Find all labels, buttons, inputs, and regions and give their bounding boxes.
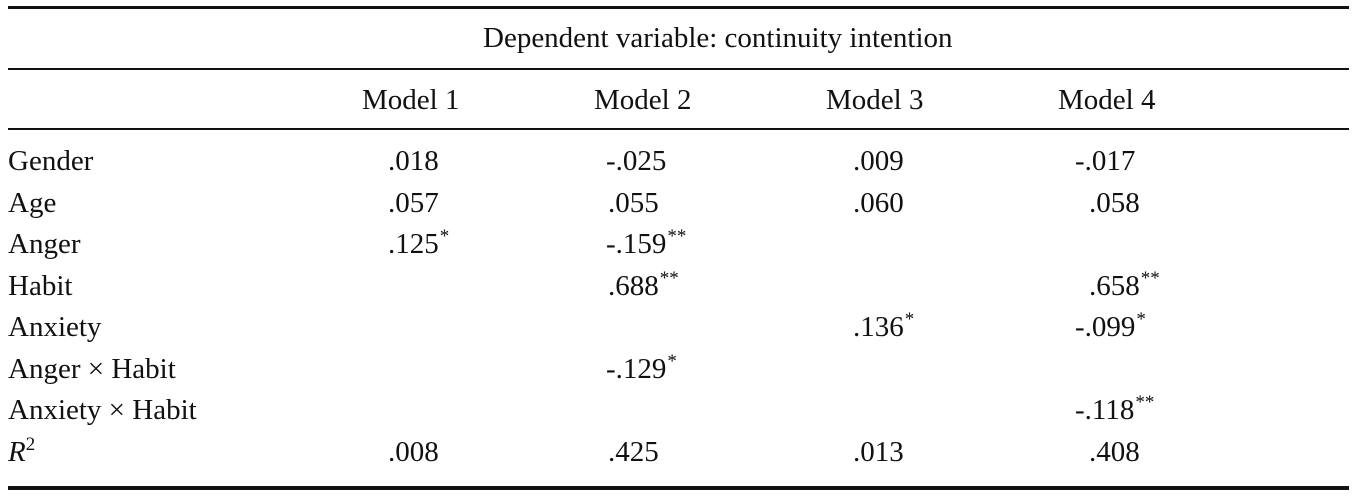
table-cell: .018: [388, 143, 439, 179]
r-letter: R: [8, 436, 26, 468]
cell-value: .058: [1089, 187, 1140, 219]
cell-value: .125: [388, 228, 439, 260]
r-squared-cell: .008: [388, 436, 439, 468]
cell-value: .060: [853, 187, 904, 219]
table-cell: -.099*: [1075, 309, 1146, 349]
table-cell: .688**: [608, 268, 679, 308]
table-cell: -.129*: [606, 351, 677, 391]
table-cell: .058: [1089, 185, 1140, 221]
r-squared-cell: .013: [853, 436, 904, 468]
significance-marker: *: [1136, 309, 1146, 330]
cell-value: .688: [608, 270, 659, 302]
table-bottom-rule: [8, 486, 1349, 490]
header-divider-rule: [8, 68, 1349, 70]
column-header-model-1: Model 1: [362, 84, 460, 116]
row-label: Anger × Habit: [8, 353, 176, 385]
significance-marker: *: [667, 351, 677, 372]
row-label: Anxiety: [8, 311, 102, 343]
cell-value: -.129: [606, 353, 667, 385]
cell-value: .055: [608, 187, 659, 219]
table-cell: -.017: [1075, 143, 1135, 179]
significance-marker: **: [1140, 268, 1160, 289]
cell-value: .658: [1089, 270, 1140, 302]
cell-value: -.099: [1075, 311, 1136, 343]
significance-marker: **: [659, 268, 679, 289]
table-cell: .060: [853, 185, 904, 221]
cell-value: -.159: [606, 228, 667, 260]
table-cell: .057: [388, 185, 439, 221]
table-cell: .136*: [853, 309, 914, 349]
significance-marker: **: [667, 226, 687, 247]
cell-value: .018: [388, 145, 439, 177]
table-cell: .009: [853, 143, 904, 179]
column-header-model-2: Model 2: [594, 84, 692, 116]
cell-value: .136: [853, 311, 904, 343]
row-label: Gender: [8, 145, 94, 177]
r-squared-cell: .408: [1089, 436, 1140, 468]
table-cell: -.159**: [606, 226, 686, 266]
column-header-model-4: Model 4: [1058, 84, 1156, 116]
table-cell: -.118**: [1075, 392, 1154, 432]
cell-value: .057: [388, 187, 439, 219]
significance-marker: *: [904, 309, 915, 330]
column-header-model-3: Model 3: [826, 84, 924, 116]
row-label: Anxiety × Habit: [8, 394, 197, 426]
row-label: Age: [8, 187, 57, 219]
r-squared-cell: .425: [608, 436, 659, 468]
table-cell: .658**: [1089, 268, 1160, 308]
cell-value: -.118: [1075, 394, 1135, 426]
cell-value: -.025: [606, 145, 667, 177]
r-superscript: 2: [25, 434, 36, 455]
dependent-variable-header: Dependent variable: continuity intention: [483, 22, 953, 54]
table-cell: .055: [608, 185, 659, 221]
table-cell: -.025: [606, 143, 666, 179]
cell-value: .009: [853, 145, 904, 177]
column-header-rule: [8, 128, 1349, 130]
row-label: Habit: [8, 270, 73, 302]
significance-marker: *: [439, 226, 450, 247]
cell-value: -.017: [1075, 145, 1136, 177]
significance-marker: **: [1135, 392, 1155, 413]
r-squared-label: R2: [8, 434, 35, 474]
row-label: Anger: [8, 228, 81, 260]
table-cell: .125*: [388, 226, 449, 266]
table-top-rule: [8, 6, 1349, 9]
